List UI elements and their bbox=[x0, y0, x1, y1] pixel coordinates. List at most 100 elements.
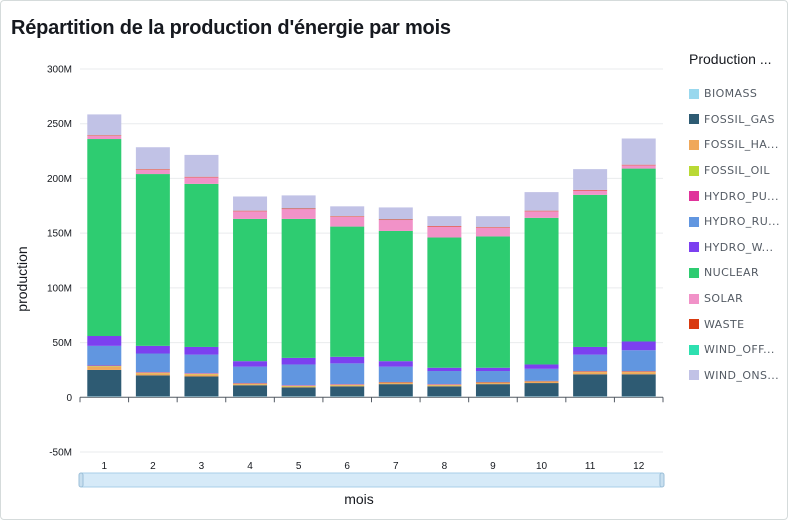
bar-segment-wind-onshore[interactable] bbox=[475, 216, 510, 228]
bar-segment-hydro-pumped-storage[interactable] bbox=[573, 371, 608, 372]
bar-segment-fossil-gas[interactable] bbox=[573, 374, 608, 397]
bar-segment-hydro-run-of-river[interactable] bbox=[87, 345, 122, 366]
bar-segment-fossil-oil[interactable] bbox=[378, 382, 413, 384]
bar-segment-waste[interactable] bbox=[524, 210, 559, 212]
bar-segment-fossil-oil[interactable] bbox=[475, 382, 510, 384]
bar-segment-hydro-water-reservoir[interactable] bbox=[281, 357, 316, 365]
bar-segment-nuclear[interactable] bbox=[573, 194, 608, 347]
bar-segment-wind-onshore[interactable] bbox=[427, 216, 462, 227]
bar-segment-fossil-gas[interactable] bbox=[87, 369, 122, 397]
bar-segment-fossil-oil[interactable] bbox=[573, 371, 608, 373]
legend-item-hydro-pumped-storage[interactable]: HYDRO_PU... bbox=[689, 183, 784, 209]
bar-segment-fossil-hard-coal[interactable] bbox=[524, 381, 559, 384]
bar-segment-fossil-hard-coal[interactable] bbox=[135, 373, 170, 376]
bar-segment-hydro-run-of-river[interactable] bbox=[135, 353, 170, 373]
bar-segment-hydro-pumped-storage[interactable] bbox=[281, 385, 316, 386]
bar-segment-biomass[interactable] bbox=[621, 396, 656, 398]
bar-segment-solar[interactable] bbox=[233, 211, 268, 219]
bar-segment-hydro-pumped-storage[interactable] bbox=[233, 383, 268, 384]
legend-item-fossil-oil[interactable]: FOSSIL_OIL bbox=[689, 158, 784, 184]
bar-segment-wind-onshore[interactable] bbox=[378, 207, 413, 220]
bar-segment-biomass[interactable] bbox=[330, 396, 365, 398]
bar-segment-fossil-hard-coal[interactable] bbox=[87, 366, 122, 370]
bar-segment-waste[interactable] bbox=[281, 208, 316, 210]
bar-segment-hydro-run-of-river[interactable] bbox=[621, 350, 656, 372]
bar-segment-fossil-gas[interactable] bbox=[524, 383, 559, 397]
bar-segment-solar[interactable] bbox=[184, 177, 219, 184]
bar-segment-hydro-water-reservoir[interactable] bbox=[378, 361, 413, 367]
bar-segment-hydro-water-reservoir[interactable] bbox=[233, 361, 268, 367]
bar-segment-waste[interactable] bbox=[87, 135, 122, 136]
bar-segment-nuclear[interactable] bbox=[621, 168, 656, 342]
legend-item-hydro-water-reservoir[interactable]: HYDRO_W... bbox=[689, 235, 784, 261]
bar-segment-fossil-oil[interactable] bbox=[524, 381, 559, 382]
bar-segment-hydro-pumped-storage[interactable] bbox=[87, 365, 122, 367]
bar-segment-hydro-run-of-river[interactable] bbox=[184, 354, 219, 374]
bar-segment-solar[interactable] bbox=[281, 209, 316, 219]
legend-item-waste[interactable]: WASTE bbox=[689, 311, 784, 337]
bar-segment-fossil-gas[interactable] bbox=[427, 386, 462, 397]
bar-segment-fossil-hard-coal[interactable] bbox=[233, 384, 268, 386]
bar-segment-nuclear[interactable] bbox=[87, 139, 122, 337]
bar-segment-fossil-oil[interactable] bbox=[621, 371, 656, 373]
bar-segment-fossil-gas[interactable] bbox=[281, 387, 316, 397]
scrollbar-right-handle[interactable] bbox=[659, 472, 665, 488]
bar-segment-nuclear[interactable] bbox=[233, 218, 268, 362]
bar-segment-waste[interactable] bbox=[573, 189, 608, 191]
bar-segment-hydro-run-of-river[interactable] bbox=[475, 371, 510, 382]
legend-item-fossil-gas[interactable]: FOSSIL_GAS bbox=[689, 107, 784, 133]
bar-segment-hydro-pumped-storage[interactable] bbox=[475, 381, 510, 383]
bar-segment-hydro-run-of-river[interactable] bbox=[524, 368, 559, 381]
legend-item-biomass[interactable]: BIOMASS bbox=[689, 81, 784, 107]
bar-segment-nuclear[interactable] bbox=[475, 236, 510, 368]
bar-segment-biomass[interactable] bbox=[233, 396, 268, 398]
bar-segment-solar[interactable] bbox=[475, 227, 510, 237]
bar-segment-wind-onshore[interactable] bbox=[524, 192, 559, 211]
bar-segment-fossil-oil[interactable] bbox=[427, 384, 462, 386]
bar-segment-fossil-oil[interactable] bbox=[330, 384, 365, 386]
bar-segment-fossil-gas[interactable] bbox=[475, 384, 510, 397]
bar-segment-wind-onshore[interactable] bbox=[184, 154, 219, 177]
legend-item-wind-offshore[interactable]: WIND_OFF... bbox=[689, 337, 784, 363]
bar-segment-hydro-run-of-river[interactable] bbox=[427, 371, 462, 385]
bar-segment-nuclear[interactable] bbox=[378, 230, 413, 362]
legend-item-fossil-hard-coal[interactable]: FOSSIL_HA... bbox=[689, 132, 784, 158]
bar-segment-fossil-hard-coal[interactable] bbox=[281, 386, 316, 388]
bar-segment-waste[interactable] bbox=[378, 219, 413, 221]
bar-segment-hydro-pumped-storage[interactable] bbox=[378, 381, 413, 383]
bar-segment-fossil-hard-coal[interactable] bbox=[573, 372, 608, 375]
bar-segment-biomass[interactable] bbox=[135, 396, 170, 398]
bar-segment-biomass[interactable] bbox=[524, 396, 559, 398]
bar-segment-fossil-hard-coal[interactable] bbox=[184, 374, 219, 377]
bar-segment-hydro-water-reservoir[interactable] bbox=[184, 346, 219, 355]
bar-segment-fossil-gas[interactable] bbox=[378, 384, 413, 397]
bar-segment-hydro-run-of-river[interactable] bbox=[378, 366, 413, 382]
bar-segment-waste[interactable] bbox=[427, 226, 462, 227]
bar-segment-wind-onshore[interactable] bbox=[135, 147, 170, 170]
bar-segment-fossil-oil[interactable] bbox=[135, 372, 170, 374]
bar-segment-fossil-oil[interactable] bbox=[281, 385, 316, 387]
bar-segment-wind-onshore[interactable] bbox=[621, 138, 656, 165]
bar-segment-nuclear[interactable] bbox=[330, 226, 365, 357]
bar-segment-nuclear[interactable] bbox=[281, 218, 316, 358]
bar-segment-biomass[interactable] bbox=[87, 396, 122, 398]
bar-segment-hydro-pumped-storage[interactable] bbox=[135, 372, 170, 373]
bar-segment-wind-onshore[interactable] bbox=[87, 114, 122, 136]
bar-segment-hydro-run-of-river[interactable] bbox=[330, 363, 365, 385]
bar-segment-fossil-hard-coal[interactable] bbox=[427, 385, 462, 387]
bar-segment-hydro-pumped-storage[interactable] bbox=[184, 373, 219, 374]
legend-item-wind-onshore[interactable]: WIND_ONS... bbox=[689, 363, 784, 389]
bar-segment-biomass[interactable] bbox=[184, 396, 219, 398]
bar-segment-fossil-hard-coal[interactable] bbox=[621, 372, 656, 375]
bar-segment-fossil-hard-coal[interactable] bbox=[475, 383, 510, 385]
bar-segment-hydro-water-reservoir[interactable] bbox=[524, 364, 559, 369]
bar-segment-fossil-gas[interactable] bbox=[330, 386, 365, 397]
bar-segment-fossil-gas[interactable] bbox=[621, 374, 656, 397]
bar-segment-solar[interactable] bbox=[87, 135, 122, 140]
bar-segment-solar[interactable] bbox=[621, 165, 656, 169]
bar-segment-solar[interactable] bbox=[135, 169, 170, 175]
bar-segment-waste[interactable] bbox=[330, 216, 365, 217]
bar-segment-wind-onshore[interactable] bbox=[233, 196, 268, 211]
bar-segment-waste[interactable] bbox=[184, 176, 219, 178]
bar-segment-nuclear[interactable] bbox=[427, 237, 462, 368]
